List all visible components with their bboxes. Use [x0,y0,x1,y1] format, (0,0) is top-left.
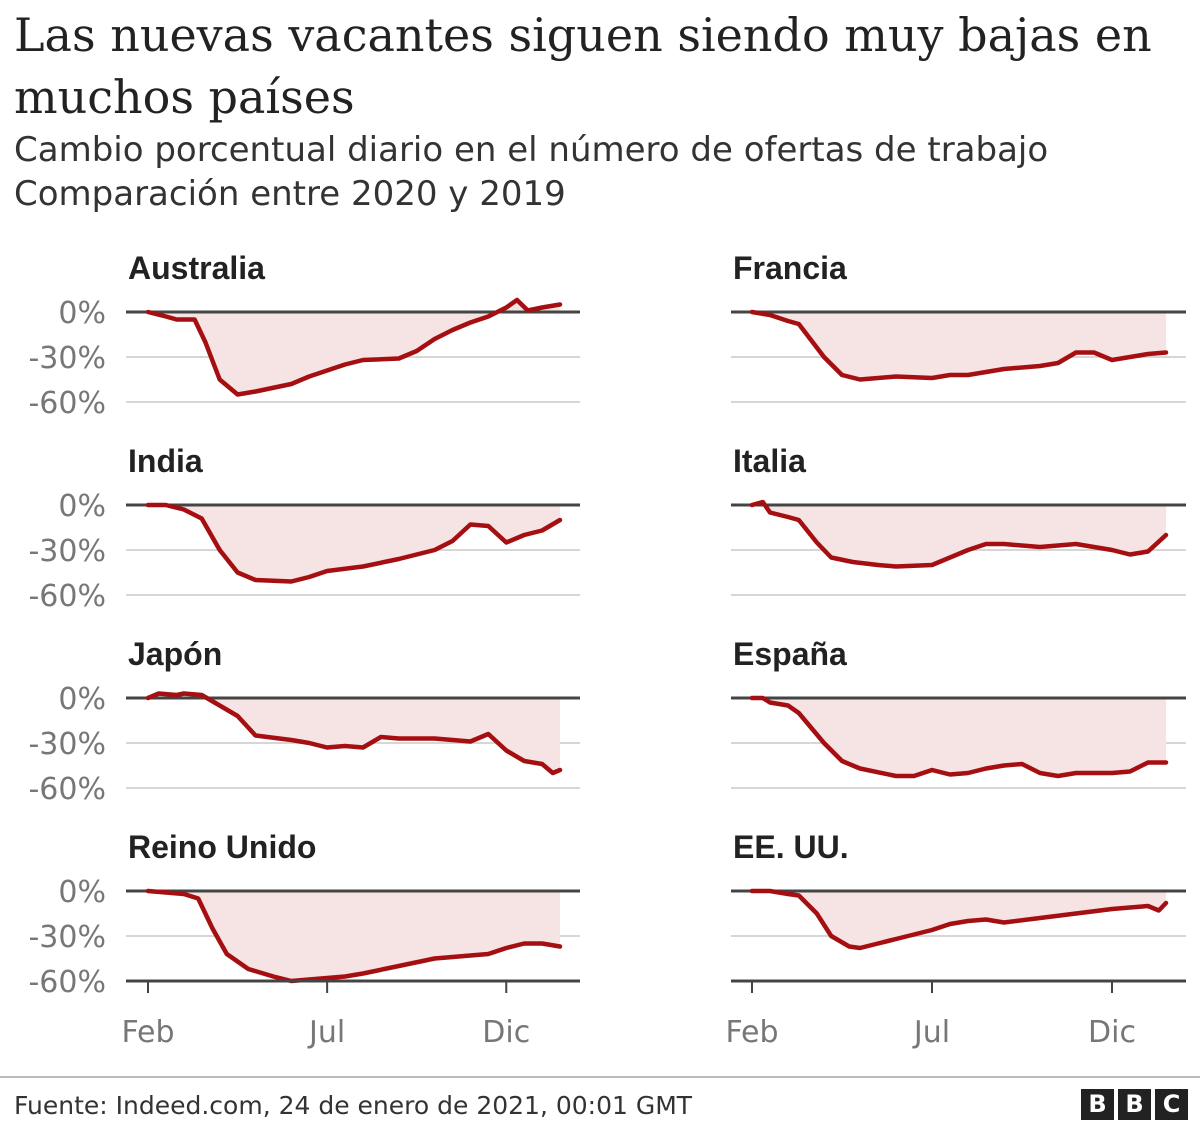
panel-8-title: EE. UU. [733,829,849,865]
panel-5-ytick-label: 0% [58,682,106,717]
subtitle-line-1: Cambio porcentual diario en el número de… [14,130,1049,170]
subtitle-line-2: Comparación entre 2020 y 2019 [14,174,566,214]
bbc-logo-letter-1: B [1081,1089,1114,1120]
panel-3-ytick-label: -30% [28,534,106,569]
panel-7-xtick-label: Dic [482,1015,530,1050]
panel-6-series-line [749,695,1169,779]
panel-1-title: Australia [128,250,265,286]
panel-3-title: India [128,443,203,479]
panel-3-series-line [145,502,563,584]
panel-2-series-line [749,309,1169,382]
bbc-logo: B B C [1081,1089,1188,1120]
panel-7-xtick-label: Jul [307,1015,345,1050]
panel-5-area [148,693,560,773]
panel-4-area [752,502,1166,567]
panel-3-ytick-label: 0% [58,489,106,524]
panel-3-ytick-label: -60% [28,579,106,614]
panel-1-area [148,300,560,395]
panel-1-ytick-label: -30% [28,341,106,376]
panel-2-area [752,312,1166,380]
panel-5-title: Japón [128,636,222,672]
panel-4-title: Italia [733,443,806,479]
panel-5-ytick-label: -30% [28,727,106,762]
panel-8-xtick-label: Jul [912,1015,950,1050]
panel-1-ytick-label: 0% [58,296,106,331]
panel-5-ytick-label: -60% [28,772,106,807]
panel-1-series-line [145,297,563,397]
panel-7-ytick-label: -60% [28,965,106,1000]
panel-7-ytick-label: 0% [58,875,106,910]
panel-8-xtick-label: Feb [725,1015,778,1050]
panel-7-series-line [145,888,563,984]
chart-title: Las nuevas vacantes siguen siendo muy ba… [14,8,1152,124]
footer: Fuente: Indeed.com, 24 de enero de 2021,… [0,1076,1200,1131]
panel-6-title: España [733,636,847,672]
panel-7-area [148,891,560,981]
panel-2-title: Francia [733,250,847,286]
panel-6-area [752,698,1166,776]
panel-4-series-line [749,499,1169,569]
panel-1-ytick-label: -60% [28,386,106,421]
chart-subtitle: Cambio porcentual diario en el número de… [14,128,1194,216]
source-note: Fuente: Indeed.com, 24 de enero de 2021,… [14,1091,693,1120]
panel-8-area [752,891,1166,948]
panel-8-series-line [749,888,1169,951]
panel-7-title: Reino Unido [128,829,316,865]
panel-7-xtick-label: Feb [121,1015,174,1050]
bbc-logo-letter-3: C [1155,1089,1188,1120]
bbc-logo-letter-2: B [1118,1089,1151,1120]
panel-8-xtick-label: Dic [1088,1015,1136,1050]
panel-3-area [148,505,560,582]
panel-5-series-line [145,691,563,776]
panel-7-ytick-label: -30% [28,920,106,955]
